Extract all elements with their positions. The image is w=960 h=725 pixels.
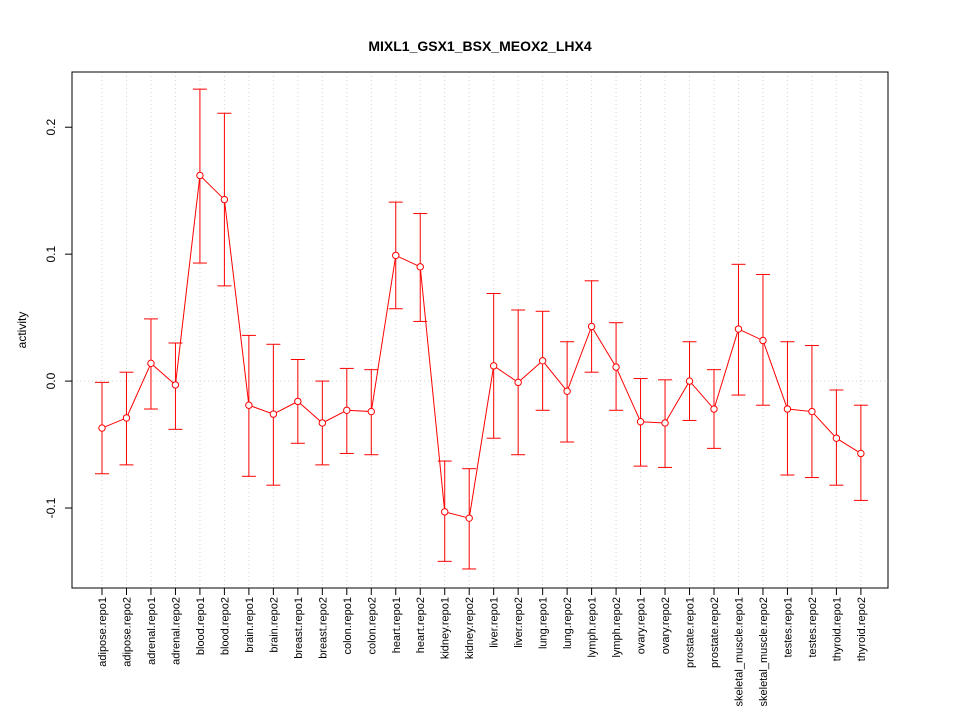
- data-point: [612, 363, 620, 371]
- x-tick-label: thyroid.repo2: [856, 597, 868, 661]
- x-tick-label: heart.repo1: [391, 597, 403, 653]
- data-point: [147, 359, 155, 368]
- data-point: [538, 357, 547, 365]
- x-tick-label: blood.repo2: [219, 597, 231, 655]
- data-point: [171, 381, 180, 389]
- data-point: [783, 405, 792, 413]
- y-axis: -0.1 0.0 0.1 0.2: [44, 119, 72, 518]
- data-point: [636, 418, 645, 426]
- x-tick-label: lung.repo1: [538, 597, 550, 649]
- data-point: [857, 449, 865, 458]
- x-tick-label: skeletal_muscle.repo1: [733, 597, 745, 706]
- x-tick-label: kidney.repo1: [440, 597, 452, 659]
- x-tick-label: testes.repo1: [782, 597, 794, 658]
- data-point: [808, 407, 816, 416]
- x-tick-label: lung.repo2: [562, 597, 574, 649]
- x-tick-label: adrenal.repo2: [170, 597, 182, 665]
- x-tick-label: ovary.repo1: [636, 597, 648, 654]
- data-point: [587, 322, 596, 331]
- x-tick-label: colon.repo1: [342, 597, 354, 655]
- series-line: [101, 174, 862, 519]
- x-tick-label: skeletal_muscle.repo2: [758, 597, 770, 706]
- data-point: [343, 406, 351, 414]
- x-tick-label: adipose.repo1: [97, 597, 109, 667]
- chart-title: MIXL1_GSX1_BSX_MEOX2_LHX4: [368, 38, 592, 54]
- data-point: [734, 325, 743, 333]
- data-point: [318, 419, 327, 427]
- y-tick-label: 0.1: [44, 245, 58, 262]
- x-tick-label: prostate.repo2: [709, 597, 721, 668]
- y-axis-title: activity: [15, 312, 29, 349]
- x-tick-label: liver.repo2: [513, 597, 525, 648]
- x-tick-label: heart.repo2: [415, 597, 427, 653]
- x-tick-label: testes.repo2: [807, 597, 819, 658]
- x-tick-label: liver.repo1: [489, 597, 501, 648]
- x-tick-label: brain.repo1: [244, 597, 256, 653]
- data-point: [98, 424, 106, 432]
- data-point: [122, 414, 131, 422]
- x-tick-label: adipose.repo2: [121, 597, 133, 667]
- data-point: [661, 419, 669, 427]
- x-tick-label: colon.repo2: [366, 597, 378, 655]
- x-tick-label: lymph.repo2: [611, 597, 623, 658]
- x-tick-label: thyroid.repo1: [831, 597, 843, 661]
- plot-frame: [71, 71, 889, 589]
- data-point: [196, 171, 204, 180]
- data-point: [563, 387, 571, 395]
- y-tick-label: -0.1: [44, 497, 58, 518]
- x-axis: adipose.repo1 adipose.repo2 adrenal.repo1 a…: [97, 587, 868, 706]
- data-point: [220, 195, 229, 204]
- data-point: [245, 401, 253, 409]
- data-point: [269, 410, 278, 418]
- data-point: [514, 378, 522, 387]
- data-point: [465, 514, 473, 522]
- data-point: [294, 397, 302, 406]
- data-point: [710, 405, 718, 413]
- x-tick-label: kidney.repo2: [464, 597, 476, 659]
- x-tick-label: breast.repo2: [317, 597, 329, 659]
- x-tick-label: adrenal.repo1: [146, 597, 158, 665]
- grid-layer: [72, 72, 888, 588]
- x-tick-label: breast.repo1: [293, 597, 305, 659]
- y-tick-label: 0.0: [44, 372, 58, 389]
- data-point: [441, 508, 449, 516]
- series-layer: [95, 88, 868, 570]
- x-tick-label: blood.repo1: [195, 597, 207, 655]
- data-point: [685, 377, 694, 385]
- data-point: [367, 407, 375, 416]
- x-tick-label: ovary.repo2: [660, 597, 672, 654]
- x-tick-label: lymph.repo1: [587, 597, 599, 658]
- data-point: [759, 336, 767, 345]
- y-tick-label: 0.2: [44, 119, 58, 136]
- data-point: [392, 251, 400, 260]
- x-tick-label: brain.repo2: [268, 597, 280, 653]
- data-point: [489, 362, 498, 370]
- data-point: [416, 263, 424, 271]
- data-point: [832, 434, 841, 442]
- x-tick-label: prostate.repo1: [685, 597, 697, 668]
